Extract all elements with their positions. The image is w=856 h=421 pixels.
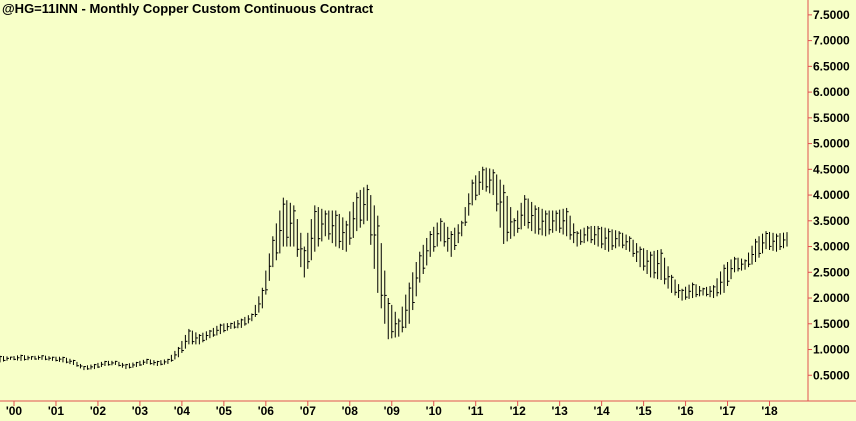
y-tick-label: 5.5000 (813, 111, 850, 125)
y-tick-label: 6.0000 (813, 85, 850, 99)
y-tick-label: 3.0000 (813, 240, 850, 254)
x-tick-label: '02 (90, 404, 107, 418)
x-tick-label: '16 (677, 404, 694, 418)
x-tick-label: '08 (342, 404, 359, 418)
x-tick-label: '09 (384, 404, 401, 418)
y-tick-label: 2.0000 (813, 291, 850, 305)
price-bars (0, 166, 788, 371)
x-tick-label: '13 (552, 404, 569, 418)
x-tick-label: '17 (719, 404, 736, 418)
y-tick-label: 7.0000 (813, 34, 850, 48)
x-axis-ticks: '00 '01 '02 '03 '04 '05 '06 '07 '08 '09 '10 '11 '12 '… (6, 401, 778, 418)
y-axis-ticks: 0.5000 1.0000 1.5000 2.0000 2.5000 3.0000 3.50… (808, 8, 850, 382)
x-tick-label: '07 (300, 404, 317, 418)
chart-title: @HG=11INN - Monthly Copper Custom Contin… (2, 1, 374, 16)
y-tick-label: 1.5000 (813, 317, 850, 331)
x-tick-label: '03 (132, 404, 149, 418)
x-tick-label: '05 (216, 404, 233, 418)
x-tick-label: '06 (258, 404, 275, 418)
y-tick-label: 4.0000 (813, 188, 850, 202)
y-tick-label: 7.5000 (813, 8, 850, 22)
x-tick-label: '00 (6, 404, 23, 418)
x-tick-label: '10 (426, 404, 443, 418)
y-tick-label: 6.5000 (813, 59, 850, 73)
y-tick-label: 0.5000 (813, 368, 850, 382)
x-tick-label: '04 (174, 404, 191, 418)
y-tick-label: 4.5000 (813, 162, 850, 176)
x-tick-label: '01 (48, 404, 65, 418)
x-tick-label: '14 (594, 404, 611, 418)
y-tick-label: 3.5000 (813, 214, 850, 228)
x-tick-label: '18 (761, 404, 778, 418)
y-tick-label: 2.5000 (813, 265, 850, 279)
y-tick-label: 5.0000 (813, 137, 850, 151)
x-tick-label: '12 (510, 404, 527, 418)
x-tick-label: '15 (636, 404, 653, 418)
x-tick-label: '11 (468, 404, 484, 418)
y-tick-label: 1.0000 (813, 343, 850, 357)
